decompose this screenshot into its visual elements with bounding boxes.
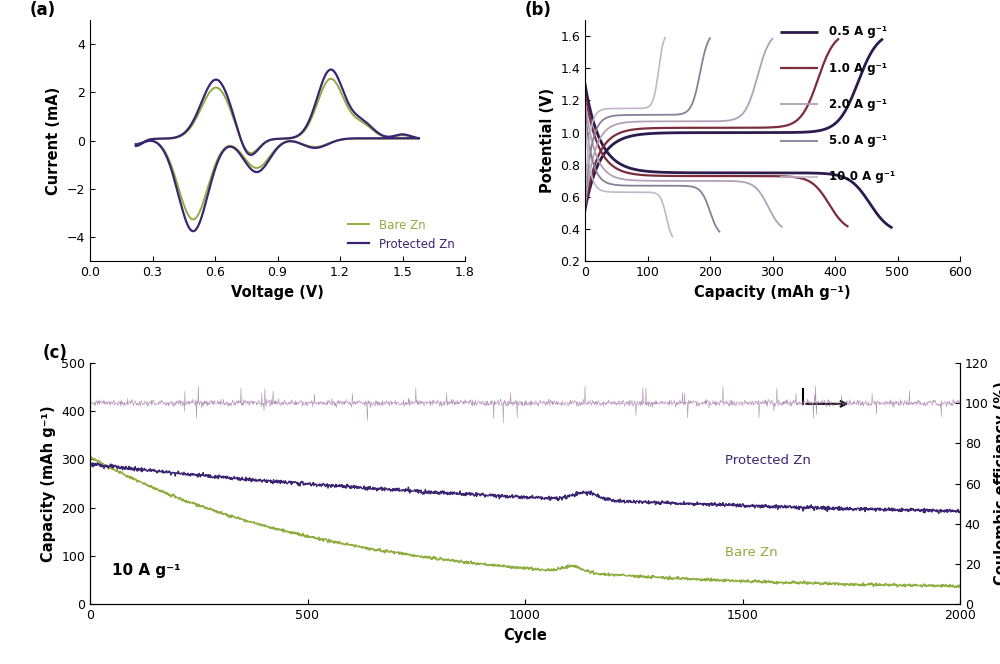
X-axis label: Voltage (V): Voltage (V): [231, 285, 324, 299]
X-axis label: Capacity (mAh g⁻¹): Capacity (mAh g⁻¹): [694, 285, 851, 299]
Text: (c): (c): [42, 344, 67, 362]
Protected Zn: [399, 134, 411, 142]
Text: 5.0 A g⁻¹: 5.0 A g⁻¹: [829, 134, 887, 147]
Legend: Bare Zn, Protected Zn: Bare Zn, Protected Zn: [343, 214, 459, 256]
Protected Zn: [130, 142, 142, 150]
X-axis label: Cycle: Cycle: [503, 627, 547, 643]
Text: Bare Zn: Bare Zn: [725, 546, 778, 559]
Bare Zn: [187, 215, 199, 223]
Bare Zn: [399, 135, 411, 143]
Bare Zn: [130, 141, 142, 149]
Protected Zn: [325, 66, 337, 74]
Text: (b): (b): [525, 1, 552, 19]
Protected Zn: [205, 79, 217, 87]
Protected Zn: [376, 131, 388, 139]
Bare Zn: [325, 75, 337, 83]
Text: Protected Zn: Protected Zn: [725, 454, 811, 467]
Y-axis label: Current (mA): Current (mA): [46, 86, 61, 195]
Bare Zn: [205, 86, 217, 94]
Line: Protected Zn: Protected Zn: [136, 70, 419, 231]
Bare Zn: [130, 140, 142, 148]
Text: 0.5 A g⁻¹: 0.5 A g⁻¹: [829, 25, 887, 39]
Text: 1.0 A g⁻¹: 1.0 A g⁻¹: [829, 62, 887, 75]
Text: 10.0 A g⁻¹: 10.0 A g⁻¹: [829, 171, 895, 183]
Bare Zn: [225, 108, 237, 116]
Protected Zn: [225, 104, 237, 112]
Protected Zn: [187, 227, 199, 235]
Y-axis label: Potential (V): Potential (V): [540, 88, 555, 193]
Protected Zn: [321, 68, 333, 76]
Protected Zn: [387, 134, 399, 142]
Y-axis label: Capacity (mAh g⁻¹): Capacity (mAh g⁻¹): [41, 405, 56, 562]
Text: 10 A g⁻¹: 10 A g⁻¹: [112, 563, 180, 578]
Bare Zn: [387, 135, 399, 143]
Bare Zn: [321, 77, 333, 85]
Text: 2.0 A g⁻¹: 2.0 A g⁻¹: [829, 98, 887, 111]
Protected Zn: [130, 140, 142, 148]
Y-axis label: Coulombic efficiency (%): Coulombic efficiency (%): [994, 382, 1000, 586]
Line: Bare Zn: Bare Zn: [136, 79, 419, 219]
Text: (a): (a): [30, 1, 56, 19]
Bare Zn: [376, 132, 388, 140]
